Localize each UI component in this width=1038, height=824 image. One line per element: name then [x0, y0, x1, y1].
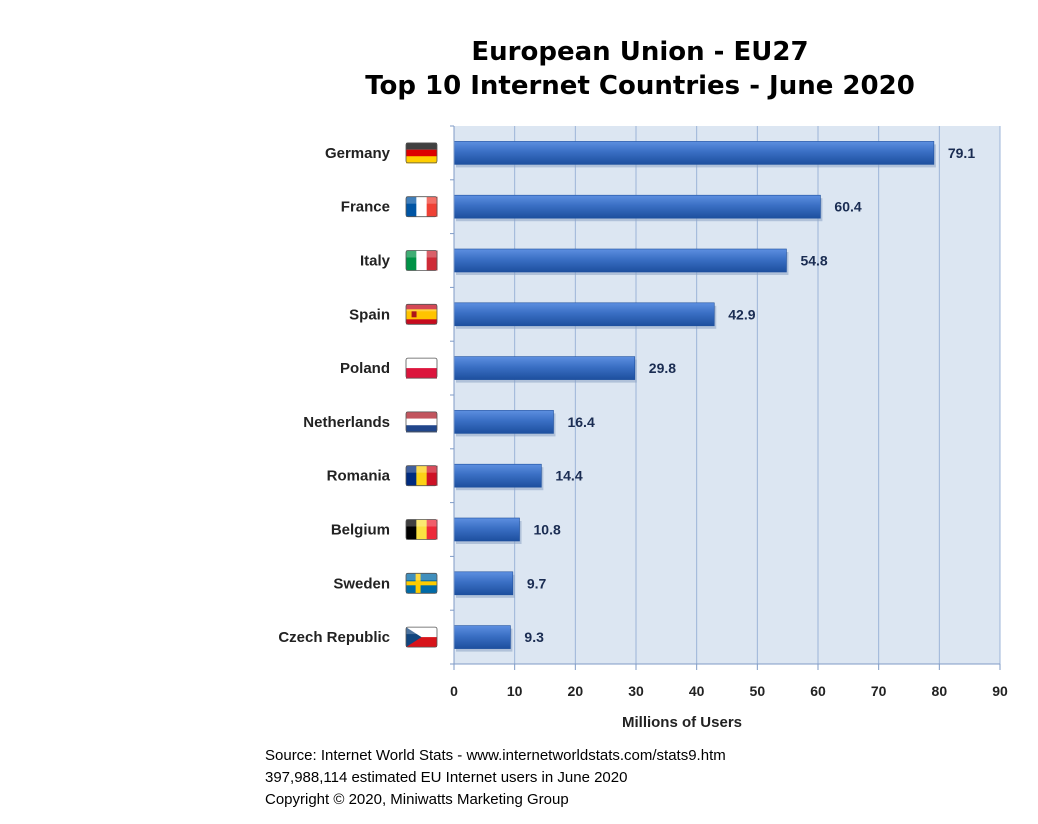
value-label: 16.4 — [567, 414, 594, 430]
x-tick-label: 10 — [507, 683, 523, 699]
category-label: Netherlands — [303, 414, 390, 431]
copyright-line: Copyright © 2020, Miniwatts Marketing Gr… — [265, 791, 569, 808]
bar — [453, 141, 935, 165]
x-tick-label: 60 — [810, 683, 826, 699]
bar — [453, 517, 520, 542]
x-tick-label: 0 — [450, 683, 458, 699]
category-label: France — [341, 199, 390, 216]
bars: 79.1 60.4 54.8 42.9 29.8 16.4 14.4 10.8 9.7 9.3 — [453, 141, 975, 652]
x-tick-label: 40 — [689, 683, 705, 699]
value-label: 14.4 — [555, 468, 582, 484]
value-label: 9.7 — [527, 575, 547, 591]
italy-flag-icon — [405, 250, 438, 271]
czech-republic-flag-icon — [405, 626, 438, 648]
x-axis-title: Millions of Users — [622, 714, 742, 731]
belgium-flag-icon — [405, 519, 438, 540]
estimate-line: 397,988,114 estimated EU Internet users … — [265, 769, 628, 786]
category-label: Germany — [325, 145, 391, 162]
poland-flag-icon — [405, 357, 438, 379]
romania-flag-icon — [405, 465, 438, 487]
x-tick-label: 30 — [628, 683, 644, 699]
category-label: Spain — [349, 306, 390, 323]
value-label: 79.1 — [948, 145, 975, 161]
chart-title: European Union - EU27 — [471, 37, 809, 67]
x-tick-label: 50 — [750, 683, 766, 699]
netherlands-flag-icon — [405, 411, 438, 433]
category-label: Poland — [340, 360, 390, 377]
bar — [453, 571, 514, 596]
axes: 0 10 20 30 40 50 60 70 80 90 — [450, 125, 1008, 699]
category-label: Romania — [327, 468, 391, 485]
bar — [453, 302, 715, 327]
chart-subtitle: Top 10 Internet Countries - June 2020 — [365, 71, 915, 101]
value-label: 60.4 — [834, 199, 861, 215]
source-line: Source: Internet World Stats - www.inter… — [265, 747, 726, 764]
bar — [453, 463, 542, 488]
category-label: Belgium — [331, 522, 390, 539]
france-flag-icon — [405, 196, 438, 218]
bar — [453, 625, 511, 649]
category-label: Czech Republic — [278, 629, 390, 646]
value-label: 10.8 — [534, 522, 561, 538]
sweden-flag-icon — [405, 572, 438, 594]
category-label: Sweden — [333, 575, 390, 592]
x-tick-label: 80 — [932, 683, 948, 699]
category-label: Italy — [360, 253, 391, 270]
bar — [453, 248, 787, 273]
x-tick-label: 90 — [992, 683, 1008, 699]
x-tick-label: 20 — [568, 683, 584, 699]
x-tick-label: 70 — [871, 683, 887, 699]
spain-flag-icon — [405, 303, 438, 325]
germany-flag-icon — [405, 142, 438, 164]
value-label: 54.8 — [800, 253, 827, 269]
bar — [453, 410, 554, 434]
value-label: 42.9 — [728, 306, 755, 322]
bar — [453, 356, 636, 380]
flags — [405, 142, 438, 648]
category-labels: Germany France Italy Spain Poland Netherlands… — [278, 145, 390, 646]
bar — [453, 194, 821, 219]
value-label: 29.8 — [649, 360, 676, 376]
value-label: 9.3 — [524, 629, 544, 645]
